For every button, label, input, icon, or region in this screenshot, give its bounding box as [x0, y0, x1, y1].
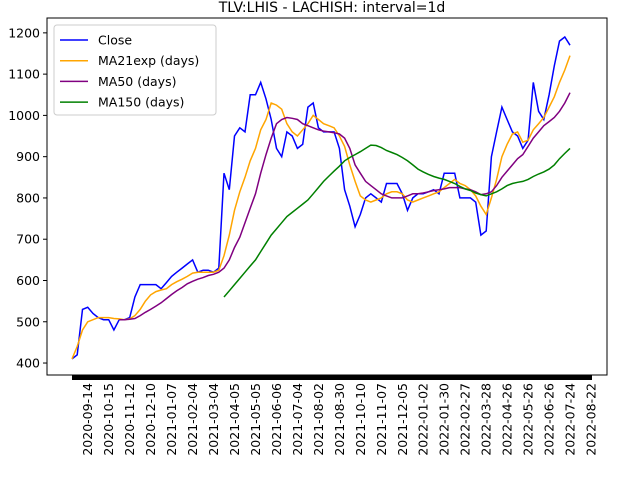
x-tick-label: 2021-07-04 [290, 383, 305, 456]
x-tick-label: 2022-03-28 [479, 383, 494, 456]
x-tick-label: 2022-07-24 [563, 383, 578, 456]
y-tick-label: 400 [16, 356, 40, 371]
x-tick-label: 2021-05-05 [248, 383, 263, 456]
x-minor-ticks [72, 375, 592, 380]
y-tick-label: 700 [16, 232, 40, 247]
x-tick-label: 2022-06-26 [542, 383, 557, 456]
chart-title: TLV:LHIS - LACHISH: interval=1d [218, 0, 446, 16]
x-tick-label: 2021-04-05 [227, 383, 242, 456]
legend-label: Close [98, 33, 132, 48]
x-tick-label: 2020-11-12 [122, 383, 137, 456]
series-line [71, 55, 571, 360]
x-tick-label: 2021-10-10 [353, 383, 368, 456]
y-tick-label: 1000 [8, 108, 40, 123]
y-tick-label: 800 [16, 190, 40, 205]
y-tick-label: 900 [16, 149, 40, 164]
legend-label: MA21exp (days) [98, 53, 199, 68]
x-tick-label: 2020-12-10 [143, 383, 158, 456]
series-line [223, 144, 571, 298]
x-tick-label: 2022-02-27 [458, 383, 473, 456]
x-tick-label: 2020-10-15 [101, 383, 116, 456]
x-tick-label: 2021-08-02 [311, 383, 326, 456]
x-tick-label: 2022-01-30 [437, 383, 452, 456]
x-tick-label: 2022-08-22 [584, 383, 599, 456]
x-tick-label: 2022-05-26 [521, 383, 536, 456]
x-tick-label: 2022-01-02 [416, 383, 431, 456]
x-tick-label: 2021-08-30 [332, 383, 347, 456]
legend-label: MA150 (days) [98, 95, 184, 110]
series-line [119, 92, 571, 321]
legend-label: MA50 (days) [98, 74, 176, 89]
x-tick-label: 2021-02-04 [185, 383, 200, 456]
x-tick-label: 2021-03-04 [206, 383, 221, 456]
x-tick-label: 2020-09-14 [80, 383, 95, 456]
x-tick-label: 2022-04-26 [500, 383, 515, 456]
y-tick-label: 1200 [8, 25, 40, 40]
y-tick-label: 600 [16, 273, 40, 288]
x-tick-label: 2021-01-07 [164, 383, 179, 456]
y-tick-label: 1100 [8, 67, 40, 82]
x-tick-label: 2021-11-07 [374, 383, 389, 456]
y-tick-label: 500 [16, 314, 40, 329]
x-tick-label: 2021-06-06 [269, 383, 284, 456]
legend-box [53, 24, 217, 116]
x-tick-label: 2021-12-05 [395, 383, 410, 456]
